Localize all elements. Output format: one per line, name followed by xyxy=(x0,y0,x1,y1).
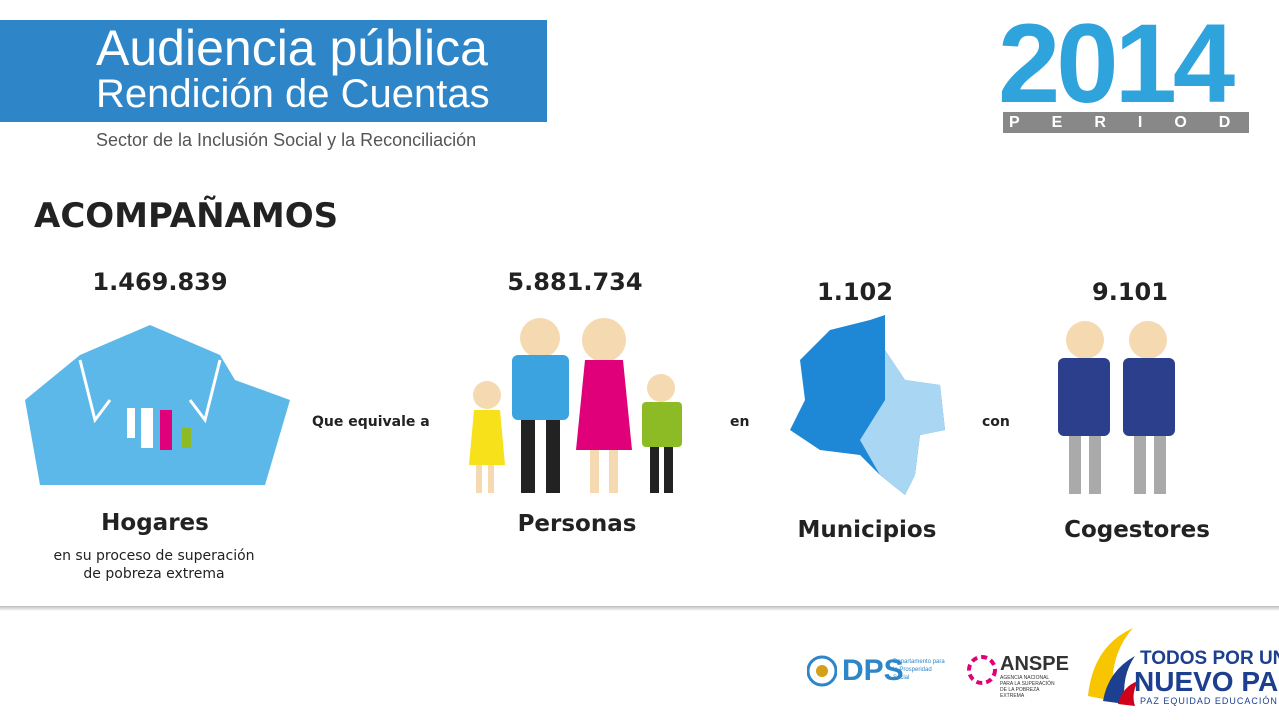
dps-logo: DPS xyxy=(842,654,904,687)
slogan: NUEVO PAÍS xyxy=(1134,666,1279,697)
anspe-logo: ANSPE xyxy=(1000,653,1069,675)
slogan: PAZ EQUIDAD EDUCACIÓN xyxy=(1140,696,1278,706)
period: PERIODO xyxy=(1003,112,1275,133)
header-subtitle: Rendición de Cuentas xyxy=(96,72,490,116)
header-title: Audiencia pública xyxy=(96,20,488,76)
anspe-emblem xyxy=(967,655,997,685)
anspe-name: AGENCIA NACIONAL PARA LA SUPERACIÓN DE L… xyxy=(1000,675,1055,699)
dps-emblem xyxy=(807,655,837,687)
stat-value: 9.101 xyxy=(1092,278,1168,306)
stat-note: de pobreza extrema xyxy=(83,566,225,582)
separator xyxy=(0,606,1279,611)
header-sector: Sector de la Inclusión Social y la Recon… xyxy=(96,130,477,150)
map-icon xyxy=(790,315,945,495)
house-icon xyxy=(25,325,290,485)
slogan: TODOS POR UN xyxy=(1140,648,1279,669)
year: 2014 xyxy=(998,1,1235,126)
connector: con xyxy=(982,414,1010,430)
stat-label: Personas xyxy=(517,511,637,537)
people-icon xyxy=(469,318,682,493)
stat-value: 1.102 xyxy=(817,278,893,306)
stat-label: Cogestores xyxy=(1064,517,1210,543)
header-banner xyxy=(0,20,547,122)
dps-name: Departamento para la Prosperidad Social xyxy=(893,659,945,681)
stat-note: en su proceso de superación xyxy=(53,548,255,564)
connector: Que equivale a xyxy=(312,414,430,430)
stat-value: 5.881.734 xyxy=(507,268,643,296)
stat-label: Municipios xyxy=(797,517,937,543)
flag-swoosh xyxy=(1088,628,1138,706)
stat-value: 1.469.839 xyxy=(92,268,228,296)
stat-label: Hogares xyxy=(101,510,209,536)
connector: en xyxy=(730,414,750,430)
illustrations xyxy=(25,315,1175,495)
heading: ACOMPAÑAMOS xyxy=(34,196,339,236)
cogestores-icon xyxy=(1058,321,1175,494)
